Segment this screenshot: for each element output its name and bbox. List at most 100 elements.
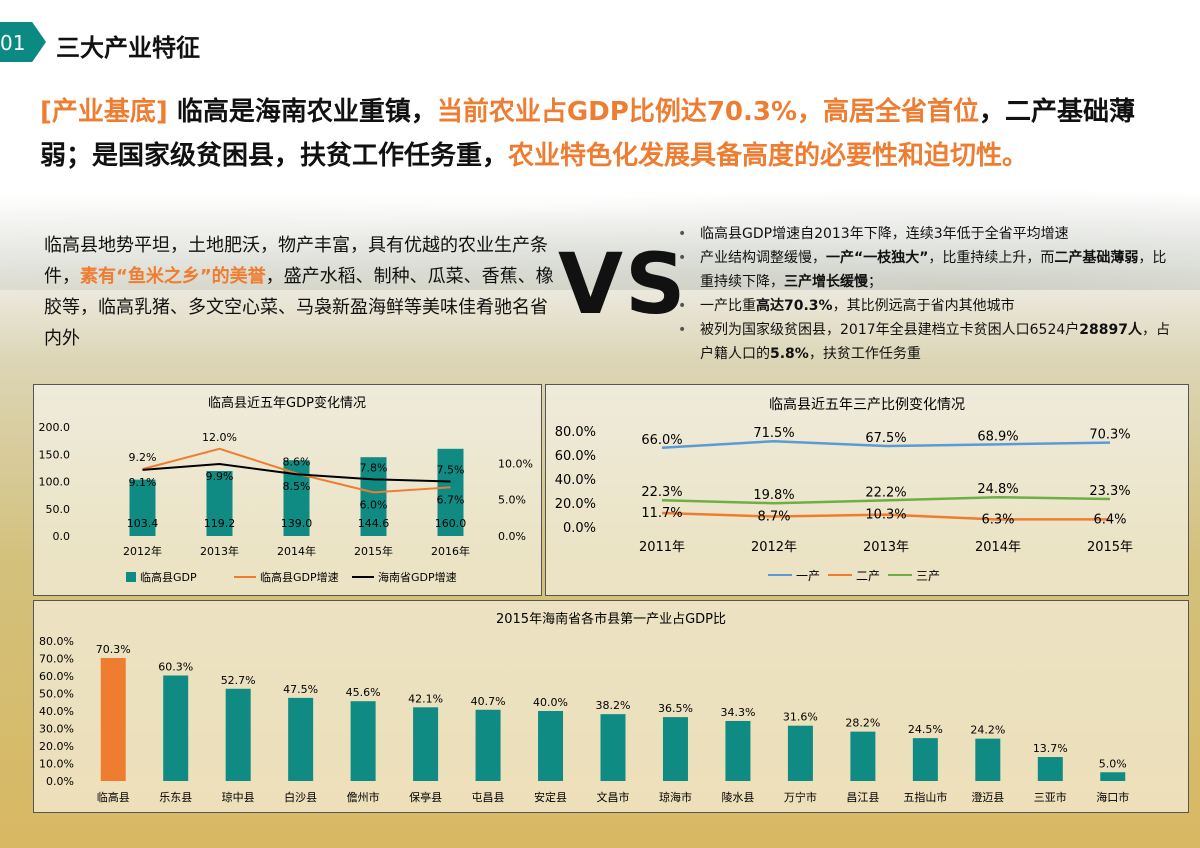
bullet-text: ，占户籍人口的 — [700, 322, 1170, 362]
x-tick-label: 儋州市 — [347, 790, 380, 804]
y-tick-label: 50.0 — [46, 503, 71, 516]
x-tick-label: 琼海市 — [659, 790, 692, 804]
county-bar — [475, 709, 501, 781]
intro-part2: ，盛产水稻、制种、瓜菜、香蕉、橡胶等，临高乳猪、多文空心菜、马袅新盈海鲜等美味佳… — [44, 266, 554, 349]
industry-ratio-chart-panel: 临高县近五年三产比例变化情况 80.0% 60.0% 40.0% 20.0% 0.0% 20… — [545, 384, 1189, 596]
headline-part1: 临高是海南农业重镇， — [167, 97, 437, 127]
county-bar — [850, 731, 876, 781]
bar-value-label: 5.0% — [1099, 757, 1127, 770]
x-tick-label: 安定县 — [534, 790, 567, 804]
headline-part3: ，二产基础薄弱；是国家级贫困县，扶贫工作任务重， — [40, 97, 1136, 171]
bar-value-label: 31.6% — [783, 711, 818, 724]
county-bar — [413, 707, 439, 781]
y-tick-label: 200.0 — [39, 421, 71, 434]
bullet-bold: 二产基础薄弱 — [1054, 250, 1139, 266]
x-tick-label: 2013年 — [200, 544, 239, 558]
county-bar — [100, 657, 126, 781]
intro-paragraph: 临高县地势平坦，土地肥沃，物产丰富，具有优越的农业生产条件，素有“鱼米之乡”的美… — [44, 230, 564, 354]
legend-label: 海南省GDP增速 — [378, 570, 457, 584]
province-growth-label: 9.9% — [206, 470, 234, 483]
headline-part2: 当前农业占GDP比例达70.3%，高居全省首位 — [436, 97, 980, 127]
x-tick-label: 海口市 — [1096, 790, 1129, 804]
y-tick-label: 0.0% — [46, 775, 74, 788]
bullet-item: 被列为国家级贫困县，2017年全县建档立卡贫困人口6524户28897人，占户籍… — [676, 318, 1176, 366]
y2-tick-label: 5.0% — [498, 494, 526, 507]
gdp-chart: 临高县近五年GDP变化情况 200.0 150.0 100.0 50.0 0.0 10.0%… — [39, 395, 533, 584]
x-tick-label: 琼中县 — [222, 790, 255, 804]
bullet-text: 一产比重 — [700, 298, 756, 314]
bar-value-label: 38.2% — [596, 699, 631, 712]
bullet-bold: 28897人 — [1079, 322, 1142, 338]
bullet-item: 临高县GDP增速自2013年下降，连续3年低于全省平均增速 — [676, 222, 1176, 246]
chart-title: 2015年海南省各市县第一产业占GDP比 — [496, 611, 726, 627]
county-bar — [787, 725, 813, 781]
legend-label: 三产 — [916, 569, 940, 583]
primary-value-label: 70.3% — [1089, 428, 1130, 443]
x-tick-label: 2012年 — [751, 540, 797, 555]
bullet-text: 被列为国家级贫困县，2017年全县建档立卡贫困人口6524户 — [700, 322, 1080, 338]
gdp-bar — [437, 448, 464, 536]
intro-part1: 临高县地势平坦，土地肥沃，物产丰富，具有优越的农业生产条件， — [44, 235, 548, 287]
province-growth-label: 7.5% — [437, 464, 465, 477]
province-growth-label: 8.5% — [283, 480, 311, 493]
x-tick-label: 三亚市 — [1034, 790, 1067, 804]
county-growth-label: 8.6% — [283, 456, 311, 469]
x-tick-label: 文昌市 — [597, 790, 630, 804]
y2-tick-label: 10.0% — [498, 457, 533, 470]
y-tick-label: 30.0% — [39, 723, 74, 736]
primary-value-label: 66.0% — [641, 433, 682, 448]
legend-label: 临高县GDP — [140, 570, 197, 584]
county-bar — [912, 738, 938, 781]
y-tick-label: 80.0% — [555, 425, 596, 440]
y-tick-label: 70.0% — [39, 653, 74, 666]
x-tick-label: 保亭县 — [409, 790, 442, 804]
bar-value-label: 60.3% — [158, 660, 193, 673]
series-line-primary — [661, 439, 1111, 450]
x-tick-label: 临高县 — [97, 790, 130, 804]
x-tick-label: 2016年 — [431, 544, 470, 558]
chart-title: 临高县近五年GDP变化情况 — [208, 395, 366, 411]
primary-value-label: 68.9% — [977, 429, 1018, 444]
county-share-chart: 2015年海南省各市县第一产业占GDP比 80.0% 70.0% 60.0% 50.0%… — [39, 611, 1129, 804]
bar-value-label: 52.7% — [221, 674, 256, 687]
bar-value-label: 13.7% — [1033, 742, 1068, 755]
legend-label: 二产 — [856, 569, 880, 583]
bar-value-label: 70.3% — [96, 643, 131, 656]
county-share-chart-panel: 2015年海南省各市县第一产业占GDP比 80.0% 70.0% 60.0% 50.0%… — [33, 600, 1189, 813]
x-tick-label: 澄迈县 — [971, 790, 1004, 804]
x-tick-label: 万宁市 — [784, 790, 817, 804]
bar-value-label: 144.6 — [358, 517, 390, 530]
county-bar — [163, 675, 189, 781]
bar-value-label: 47.5% — [283, 683, 318, 696]
bar-value-label: 28.2% — [845, 717, 880, 730]
county-growth-label: 12.0% — [202, 431, 237, 444]
bar-value-label: 139.0 — [281, 517, 313, 530]
x-tick-label: 昌江县 — [846, 791, 879, 804]
page-title: 三大产业特征 — [56, 34, 200, 62]
headline-tag: [产业基底] — [40, 97, 168, 127]
y-tick-label: 60.0% — [39, 670, 74, 683]
county-bar — [600, 714, 626, 781]
legend-label: 临高县GDP增速 — [260, 570, 339, 584]
secondary-value-label: 6.3% — [981, 512, 1014, 527]
tertiary-value-label: 22.3% — [641, 485, 682, 500]
bar-value-label: 45.6% — [346, 686, 381, 699]
x-tick-label: 2012年 — [123, 544, 162, 558]
headline-part4: 农业特色化发展具备高度的必要性和迫切性。 — [508, 141, 1029, 171]
bullet-text: ，扶贫工作任务重 — [808, 346, 921, 362]
y-tick-label: 20.0% — [555, 497, 596, 512]
gdp-bar — [206, 471, 233, 536]
x-tick-label: 2014年 — [277, 544, 316, 558]
bullet-bold: 5.8% — [770, 346, 809, 362]
series-line-secondary — [661, 511, 1111, 521]
x-tick-label: 乐东县 — [159, 791, 192, 804]
county-bar — [662, 717, 688, 781]
bar-value-label: 34.3% — [720, 706, 755, 719]
bar-value-label: 40.0% — [533, 696, 568, 709]
bullet-text: ，比重持续上升，而 — [928, 250, 1055, 266]
series-line-province-growth — [142, 463, 451, 483]
county-bar — [725, 720, 751, 781]
bullet-bold: 高达70.3% — [756, 298, 833, 314]
secondary-value-label: 10.3% — [865, 508, 906, 523]
legend-label: 一产 — [796, 569, 820, 583]
